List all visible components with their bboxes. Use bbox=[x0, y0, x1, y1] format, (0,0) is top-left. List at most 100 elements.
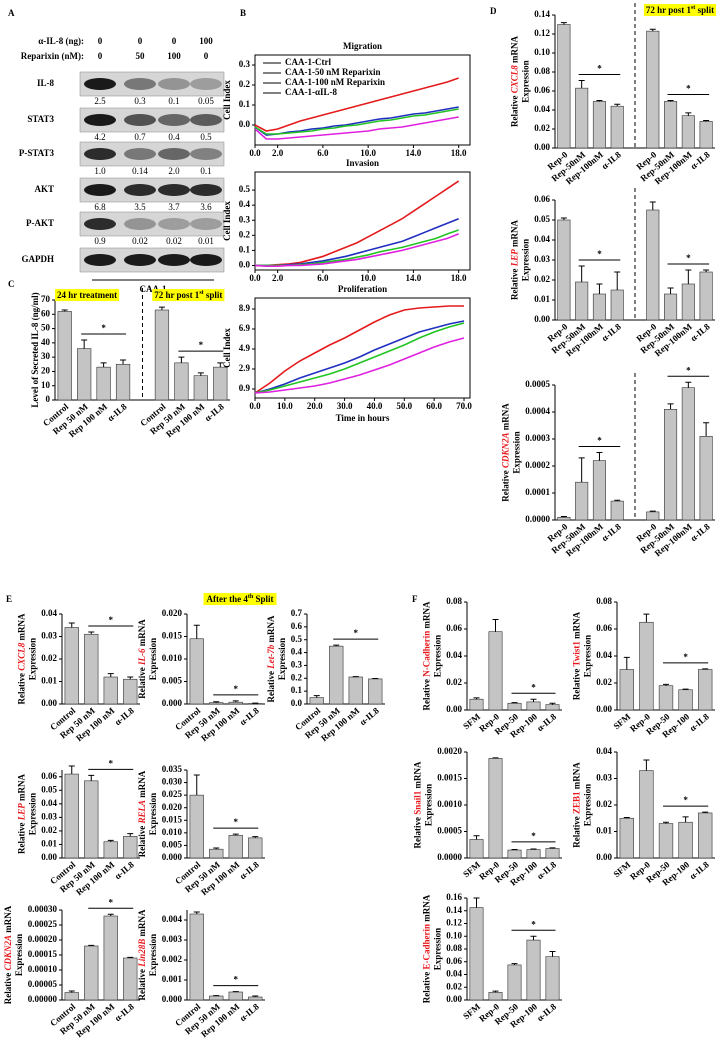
y-tick-label: 0.002 bbox=[162, 954, 183, 964]
bar bbox=[228, 835, 243, 859]
y-label-part: mRNA bbox=[137, 770, 147, 800]
y-label-part: mRNA bbox=[422, 894, 432, 924]
blot-band bbox=[158, 78, 190, 90]
y-label-part: mRNA bbox=[510, 220, 520, 250]
error-bar bbox=[702, 668, 709, 670]
y-tick-label: 0.02 bbox=[534, 123, 550, 133]
bar bbox=[610, 289, 624, 321]
y-tick-label: 60 bbox=[41, 308, 51, 318]
x-tick-label: 60.0 bbox=[426, 401, 442, 411]
error-bar bbox=[682, 816, 689, 823]
y-tick-label: 0.03 bbox=[41, 631, 57, 641]
y-axis-label: Level of Secreted IL-8 (ng/ml) bbox=[30, 292, 40, 407]
x-tick-label: α-IL8 bbox=[688, 149, 712, 171]
y-axis-label: Expression bbox=[277, 638, 287, 680]
chart-title: Invasion bbox=[346, 158, 379, 168]
panel-label: A bbox=[8, 8, 15, 18]
x-tick-label: 0.0 bbox=[249, 401, 261, 411]
bar bbox=[84, 780, 99, 859]
y-tick-label: 0.015 bbox=[162, 814, 183, 824]
error-bar bbox=[643, 759, 650, 771]
blot-band bbox=[158, 114, 190, 126]
error-bar bbox=[473, 897, 480, 908]
blot-band bbox=[190, 218, 222, 230]
band-quantification: 0.01 bbox=[198, 236, 214, 246]
y-tick-label: 0.0 bbox=[291, 698, 303, 708]
x-tick-label: 18.0 bbox=[451, 148, 467, 158]
note-box bbox=[55, 289, 120, 302]
significance-star: * bbox=[686, 84, 691, 94]
panel-label: D bbox=[490, 6, 497, 16]
x-tick-label: α-IL8 bbox=[600, 521, 624, 543]
text-part: st bbox=[199, 290, 203, 296]
bar bbox=[699, 435, 713, 521]
y-label-part: Expression bbox=[433, 928, 443, 970]
error-bar bbox=[232, 700, 239, 703]
blot-band bbox=[84, 148, 116, 160]
error-bar bbox=[649, 28, 656, 32]
series-line bbox=[254, 337, 465, 394]
blot-band bbox=[84, 254, 116, 266]
series-line bbox=[254, 106, 459, 136]
band-quantification: 2.5 bbox=[94, 96, 106, 106]
bar bbox=[209, 848, 224, 859]
bar bbox=[526, 701, 541, 711]
bar bbox=[658, 823, 674, 859]
y-tick-label: 0.10 bbox=[446, 930, 462, 940]
y-label-part: RELA bbox=[137, 800, 147, 825]
y-tick-label: 0.04 bbox=[534, 234, 550, 244]
y-tick-label: 0.04 bbox=[596, 746, 612, 756]
y-tick-label: 50 bbox=[41, 323, 51, 333]
bar bbox=[681, 387, 695, 521]
y-label-part: Expression bbox=[583, 635, 593, 677]
y-axis-label: Relative LEP mRNA bbox=[510, 220, 520, 300]
y-label-part: ZEB1 bbox=[572, 791, 582, 814]
blot-row-label: GAPDH bbox=[22, 254, 55, 264]
bar bbox=[639, 621, 654, 711]
x-tick-label: α-IL8 bbox=[535, 1001, 559, 1023]
y-axis-label: Expression bbox=[148, 793, 158, 835]
y-axis-label: Relative CDKN2A mRNA bbox=[500, 403, 510, 502]
y-tick-label: 0.1 bbox=[239, 244, 251, 254]
y-label-part: Let-7b bbox=[266, 644, 276, 669]
y-tick-label: 0.00000 bbox=[28, 994, 58, 1004]
y-tick-label: 0.6 bbox=[291, 621, 303, 631]
bar bbox=[526, 849, 541, 859]
error-bar bbox=[578, 80, 585, 89]
y-tick-label: 0.00030 bbox=[28, 904, 58, 914]
error-bar bbox=[623, 656, 630, 670]
y-label-part: mRNA bbox=[137, 909, 147, 939]
error-bar bbox=[667, 100, 674, 102]
y-tick-label: 0.02 bbox=[446, 677, 462, 687]
y-label-part: Expression bbox=[521, 239, 531, 281]
y-tick-label: 0.02 bbox=[596, 677, 612, 687]
y-axis-label: Expression bbox=[148, 638, 158, 680]
y-tick-label: 0.08 bbox=[596, 596, 612, 606]
band-quantification: 4.2 bbox=[94, 132, 105, 142]
significance-star: * bbox=[597, 436, 602, 446]
y-tick-label: 0.000 bbox=[162, 994, 183, 1004]
error-bar bbox=[492, 757, 499, 759]
bar bbox=[103, 915, 118, 1001]
bar bbox=[681, 115, 695, 149]
y-tick-label: 0.0001 bbox=[525, 487, 550, 497]
text-part: split bbox=[695, 5, 714, 15]
y-tick-label: 0.3 bbox=[239, 214, 251, 224]
y-label-part: Expression bbox=[521, 60, 531, 102]
bar bbox=[646, 511, 660, 521]
treatment-value: 0 bbox=[138, 36, 143, 46]
e-title: After the 4th Split bbox=[203, 593, 277, 606]
error-bar bbox=[596, 452, 603, 461]
bar bbox=[575, 281, 589, 321]
y-tick-label: 0.12 bbox=[534, 28, 550, 38]
y-axis-label: Relative Twist1 mRNA bbox=[572, 611, 582, 700]
error-bar bbox=[68, 990, 75, 993]
error-bar bbox=[252, 836, 259, 838]
y-tick-label: 0.2 bbox=[239, 79, 251, 89]
error-bar bbox=[685, 269, 692, 284]
y-axis-label: Expression bbox=[521, 239, 531, 281]
y-tick-label: 0.004 bbox=[162, 914, 183, 924]
y-label-part: Expression bbox=[148, 934, 158, 976]
y-tick-label: 0.06 bbox=[596, 623, 612, 633]
treatment-label: Reparixin (nM): bbox=[21, 51, 84, 61]
